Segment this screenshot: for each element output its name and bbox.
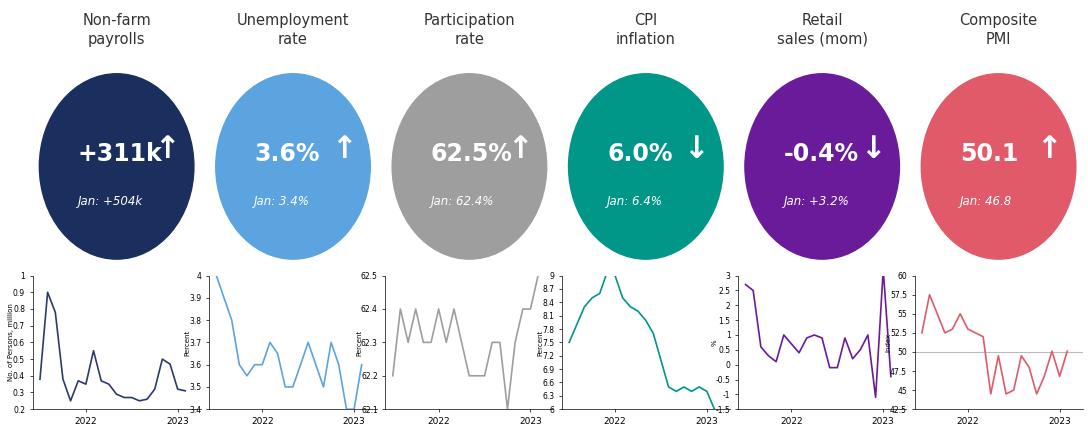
- Ellipse shape: [569, 74, 724, 259]
- Ellipse shape: [215, 74, 370, 259]
- Text: 62.5%: 62.5%: [431, 142, 512, 166]
- Ellipse shape: [39, 74, 194, 259]
- Text: 3.6%: 3.6%: [255, 142, 320, 166]
- Text: Composite
PMI: Composite PMI: [960, 13, 1038, 47]
- Ellipse shape: [392, 74, 546, 259]
- Text: ↑: ↑: [1036, 135, 1062, 164]
- Text: Jan: 3.4%: Jan: 3.4%: [255, 194, 310, 208]
- Text: 6.0%: 6.0%: [607, 142, 672, 166]
- Text: ↑: ↑: [154, 135, 180, 164]
- Text: ↓: ↓: [860, 135, 886, 164]
- Text: ↑: ↑: [331, 135, 356, 164]
- Text: ↓: ↓: [683, 135, 709, 164]
- Text: Jan: +504k: Jan: +504k: [78, 194, 144, 208]
- Text: Unemployment
rate: Unemployment rate: [237, 13, 349, 47]
- Text: Non-farm
payrolls: Non-farm payrolls: [83, 13, 151, 47]
- Text: CPI
inflation: CPI inflation: [616, 13, 676, 47]
- Y-axis label: %: %: [712, 339, 717, 346]
- Y-axis label: Percent: Percent: [357, 329, 362, 356]
- Ellipse shape: [745, 74, 900, 259]
- Text: Participation
rate: Participation rate: [423, 13, 516, 47]
- Text: ↑: ↑: [507, 135, 532, 164]
- Y-axis label: No. of Persons, million: No. of Persons, million: [9, 304, 14, 381]
- Text: Jan: 62.4%: Jan: 62.4%: [431, 194, 494, 208]
- Text: Retail
sales (mom): Retail sales (mom): [777, 13, 867, 47]
- Text: Jan: +3.2%: Jan: +3.2%: [783, 194, 850, 208]
- Text: +311k: +311k: [78, 142, 163, 166]
- Text: Jan: 6.4%: Jan: 6.4%: [607, 194, 663, 208]
- Y-axis label: Percent: Percent: [537, 329, 544, 356]
- Text: 50.1: 50.1: [960, 142, 1018, 166]
- Text: Jan: 46.8: Jan: 46.8: [960, 194, 1012, 208]
- Text: -0.4%: -0.4%: [783, 142, 858, 166]
- Y-axis label: Percent: Percent: [185, 329, 190, 356]
- Ellipse shape: [922, 74, 1076, 259]
- Y-axis label: Index: Index: [886, 333, 891, 352]
